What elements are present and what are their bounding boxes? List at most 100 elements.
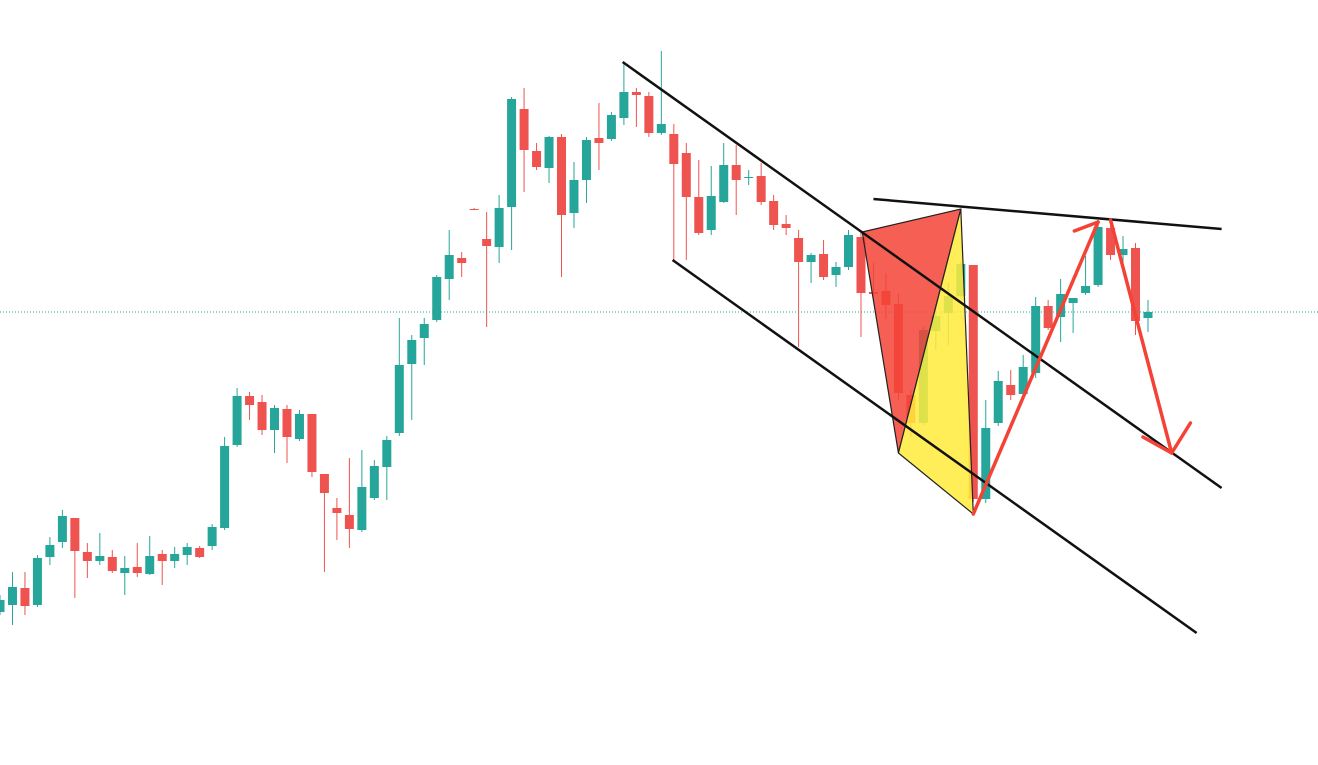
candle-body <box>656 124 666 133</box>
candle <box>407 335 417 420</box>
candle <box>968 265 978 502</box>
candle-body <box>519 109 529 150</box>
candle <box>0 595 5 615</box>
candle <box>282 405 292 463</box>
candle-body <box>482 239 492 246</box>
candle <box>432 275 442 322</box>
candle-body <box>1068 298 1078 303</box>
candle-body <box>1118 249 1128 255</box>
candle <box>120 556 130 595</box>
candle <box>1006 370 1016 400</box>
candle <box>794 230 804 347</box>
candle <box>107 550 117 573</box>
candle-body <box>307 414 317 472</box>
candle-body <box>82 552 92 561</box>
candle-body <box>394 365 404 433</box>
candle-body <box>1081 286 1091 293</box>
candle <box>1081 256 1091 295</box>
candle-body <box>494 208 504 247</box>
candle <box>57 510 67 548</box>
candle <box>32 555 42 607</box>
candle-body <box>294 414 304 439</box>
candle <box>781 215 791 235</box>
candle <box>581 137 591 203</box>
candle-body <box>419 324 429 338</box>
candle <box>656 51 666 135</box>
candle <box>95 533 105 565</box>
candle <box>257 395 267 435</box>
candle-body <box>170 554 180 561</box>
candle-body <box>781 224 791 228</box>
yellow-triangle <box>897 208 974 516</box>
channel-lower <box>671 258 1198 635</box>
candle <box>1043 300 1053 330</box>
candle <box>731 145 741 215</box>
candle-body <box>407 340 417 364</box>
candle <box>557 134 567 277</box>
candle-body <box>432 277 442 320</box>
candle <box>544 136 554 183</box>
candle-body <box>806 255 816 262</box>
candle-body <box>844 235 854 267</box>
candle <box>170 547 180 568</box>
candle-body <box>719 165 729 202</box>
candle-body <box>132 567 142 573</box>
candle-body <box>145 556 155 574</box>
resistance <box>873 197 1222 231</box>
candle-body <box>319 474 329 493</box>
candle <box>245 392 255 420</box>
candle-body <box>357 487 367 530</box>
candle-body <box>819 254 829 277</box>
candle <box>619 63 629 125</box>
pattern-layer <box>861 208 974 516</box>
candle <box>419 318 429 365</box>
candle <box>182 543 192 565</box>
candle <box>307 414 317 477</box>
candle-body <box>644 96 654 133</box>
candle-body <box>507 99 517 207</box>
candle-body <box>95 556 105 561</box>
candle <box>82 543 92 578</box>
candle-body <box>557 137 567 215</box>
candle <box>769 195 779 230</box>
candle <box>1143 300 1153 332</box>
candle-body <box>756 176 766 202</box>
candle <box>70 518 80 598</box>
candle <box>681 143 691 260</box>
candle-body <box>182 547 192 555</box>
candles-layer <box>0 51 1153 625</box>
candle-body <box>232 396 242 445</box>
candle <box>195 546 205 558</box>
candle <box>606 112 616 141</box>
candle-body <box>1143 312 1153 318</box>
candle <box>444 230 454 300</box>
candle-body <box>195 548 205 557</box>
candle <box>7 572 17 625</box>
candle <box>532 143 542 170</box>
candle <box>631 88 641 127</box>
candle-body <box>1043 306 1053 328</box>
candle <box>207 524 217 550</box>
candle-body <box>382 440 392 467</box>
candle <box>856 230 866 337</box>
candle-body <box>706 196 716 230</box>
candle-body <box>32 558 42 605</box>
arrow-up-head <box>1072 220 1100 233</box>
candle-body <box>544 137 554 168</box>
candle-body <box>45 545 55 557</box>
candle-body <box>469 209 479 210</box>
candle-body <box>1093 227 1103 285</box>
candle <box>20 572 30 615</box>
candle <box>220 437 230 530</box>
candle <box>1106 225 1116 260</box>
candle-body <box>369 466 379 498</box>
candle <box>569 162 579 228</box>
candle <box>819 240 829 280</box>
candle-body <box>457 258 467 263</box>
candle-body <box>20 588 30 606</box>
candle-body <box>207 527 217 546</box>
candle <box>844 230 854 270</box>
candle <box>494 195 504 263</box>
candle-body <box>993 381 1003 423</box>
candle-body <box>120 568 130 573</box>
